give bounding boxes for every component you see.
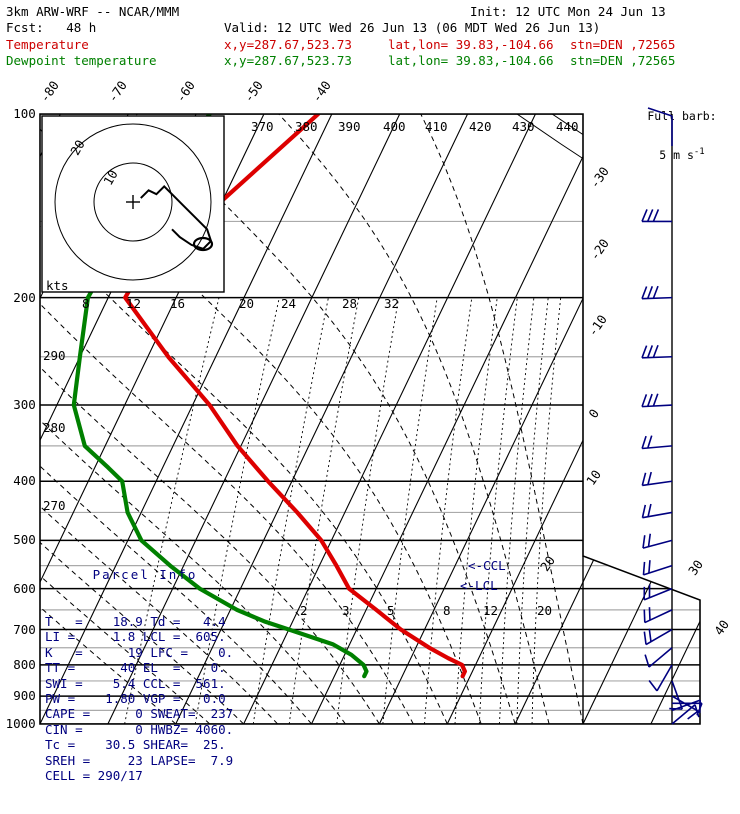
parcel-info-row-2: K = 19 LFC = 0. [45,645,245,660]
pressure-label-600: 600 [13,581,36,596]
pressure-label-800: 800 [13,657,36,672]
wind-barb [642,504,672,518]
parcel-info-row-10: CELL = 290/17 [45,768,245,783]
skewt-sounding-page: 3km ARW-WRF -- NCAR/MMM Init: 12 UTC Mon… [0,0,740,740]
theta-top-label-390: 390 [338,119,361,134]
parcel-info-row-0: T = 18.9 Td = 4.4 [45,614,245,629]
mixing-top-label-16: 16 [170,296,185,311]
wind-barb [643,534,672,548]
theta-top-label-400: 400 [383,119,406,134]
mixing-top-label-20: 20 [239,296,254,311]
wind-barb [642,345,672,358]
pressure-label-1000: 1000 [6,716,36,731]
parcel-info-row-7: CIN = 0 HWBZ= 4060. [45,722,245,737]
pressure-label-500: 500 [13,532,36,547]
mixing-bottom-label-8: 8 [443,603,451,618]
parcel-info-row-4: SWI = 5.4 CCL = 561. [45,676,245,691]
wind-barb [669,681,682,709]
parcel-info-row-9: SREH = 23 LAPSE= 7.9 [45,753,245,768]
mixing-top-label-24: 24 [281,296,296,311]
mixing-bottom-label-2: 2 [300,603,308,618]
theta-left-label-290: 290 [43,348,66,363]
theta-top-label-440: 440 [556,119,579,134]
theta-top-label-410: 410 [425,119,448,134]
mixing-bottom-label-3: 3 [342,603,350,618]
theta-top-label-380: 380 [295,119,318,134]
pressure-label-400: 400 [13,473,36,488]
theta-top-label-430: 430 [512,119,535,134]
parcel-info-row-5: PW = 1.80 VGP = 0.0 [45,691,245,706]
pressure-label-300: 300 [13,397,36,412]
pressure-label-700: 700 [13,622,36,637]
pressure-label-100: 100 [13,106,36,121]
theta-top-label-370: 370 [251,119,274,134]
wind-barb [642,286,672,299]
hodograph-units-label: kts [46,278,69,293]
mixing-bottom-label-12: 12 [483,603,498,618]
mixing-bottom-label-5: 5 [387,603,395,618]
mixing-top-label-8: 8 [82,296,90,311]
hodograph-inset [42,116,224,292]
wind-barb [642,209,672,221]
pressure-label-900: 900 [13,688,36,703]
wind-barb [643,560,672,575]
wind-barb [642,436,672,449]
parcel-info-row-6: CAPE = 0 SWEAT= 237 [45,706,245,721]
wind-barb [642,394,672,407]
mixing-top-label-12: 12 [126,296,141,311]
wind-barb [672,696,698,719]
wind-barb [642,472,672,485]
lcl-annotation: <-LCL [460,578,498,593]
mixing-bottom-label-20: 20 [537,603,552,618]
pressure-label-200: 200 [13,290,36,305]
ccl-annotation: <-CCL [468,558,506,573]
parcel-info-row-1: LI = 1.8 LCL = 605. [45,629,245,644]
theta-top-label-420: 420 [469,119,492,134]
mixing-top-label-32: 32 [384,296,399,311]
barb-legend-sample [648,108,672,146]
wind-barb-column [642,108,702,724]
parcel-info-row-3: TT = 40 EL = 0. [45,660,245,675]
wind-barb [644,629,672,645]
theta-left-label-270: 270 [43,498,66,513]
parcel-info-title: Parcel Info [45,567,245,583]
theta-left-label-280: 280 [43,420,66,435]
mixing-top-label-28: 28 [342,296,357,311]
